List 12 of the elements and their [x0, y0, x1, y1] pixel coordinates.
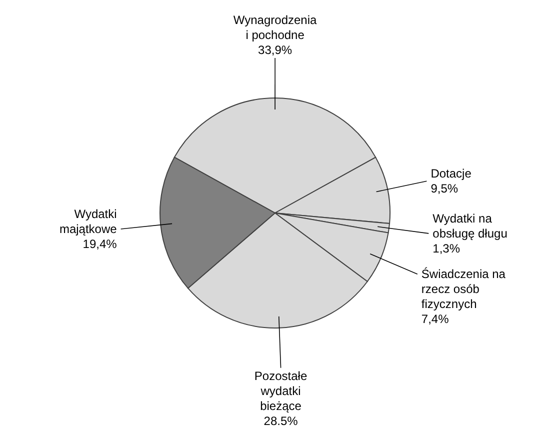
data-label: 28.5% [264, 414, 298, 428]
slice-label: Dotacje [430, 166, 472, 181]
data-label: 1,3% [432, 241, 460, 256]
slice-label: Wydatki na obsługę długu [432, 211, 508, 240]
data-label: 9,5% [430, 182, 458, 196]
data-label: 7,4% [421, 312, 450, 326]
slice-label: Wydatki majątkowe [59, 206, 118, 236]
slice-label: Świadczenia na rzecz osób fizycznych [421, 267, 506, 312]
data-label: 19,4% [82, 236, 118, 251]
data-label: 33,9% [258, 43, 292, 57]
slice-label: Pozostałe wydatki bieżące [254, 368, 308, 413]
slice-label: Wynagrodzenia i pochodne [233, 13, 318, 42]
